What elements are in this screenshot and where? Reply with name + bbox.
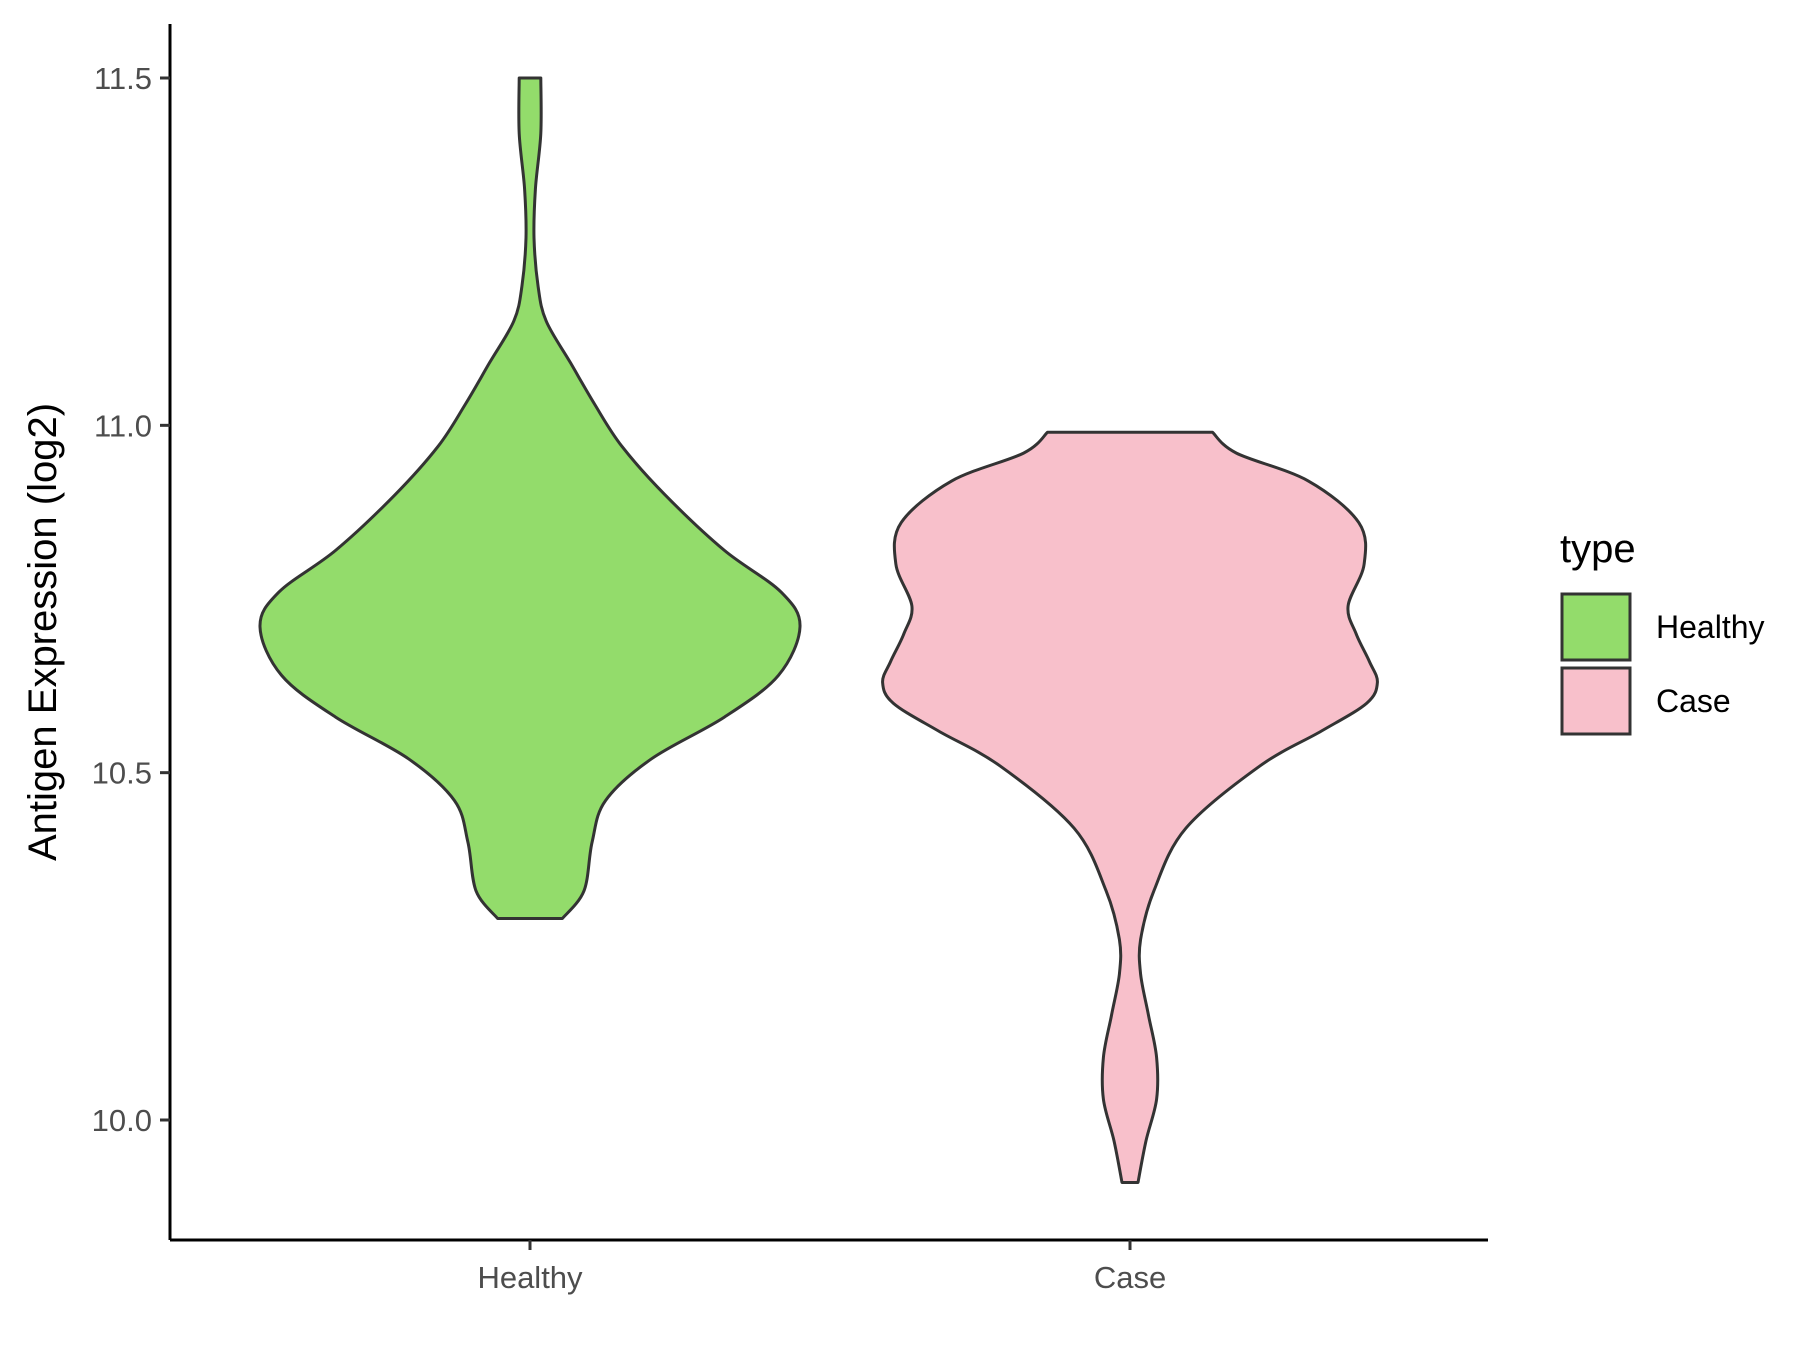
y-tick-label: 11.0	[94, 408, 152, 443]
violins-group	[258, 76, 1379, 1184]
violin-case	[881, 430, 1379, 1184]
y-tick-label: 10.5	[92, 756, 152, 791]
x-tick-label: Healthy	[477, 1260, 583, 1295]
legend-swatch-healthy	[1560, 592, 1632, 662]
violin-healthy	[258, 76, 802, 920]
legend-swatch-case	[1560, 666, 1632, 736]
x-ticks: Healthy Case	[477, 1240, 1166, 1295]
legend: type Healthy Case	[1560, 527, 1765, 736]
x-tick-label: Case	[1094, 1260, 1166, 1295]
y-ticks: 10.0 10.5 11.0 11.5	[92, 61, 170, 1138]
legend-label-case: Case	[1656, 683, 1731, 719]
y-axis-title: Antigen Expression (log2)	[21, 403, 65, 861]
y-tick-label: 10.0	[92, 1103, 152, 1138]
legend-label-healthy: Healthy	[1656, 609, 1765, 645]
y-tick-label: 11.5	[94, 61, 152, 96]
legend-title: type	[1560, 527, 1636, 571]
